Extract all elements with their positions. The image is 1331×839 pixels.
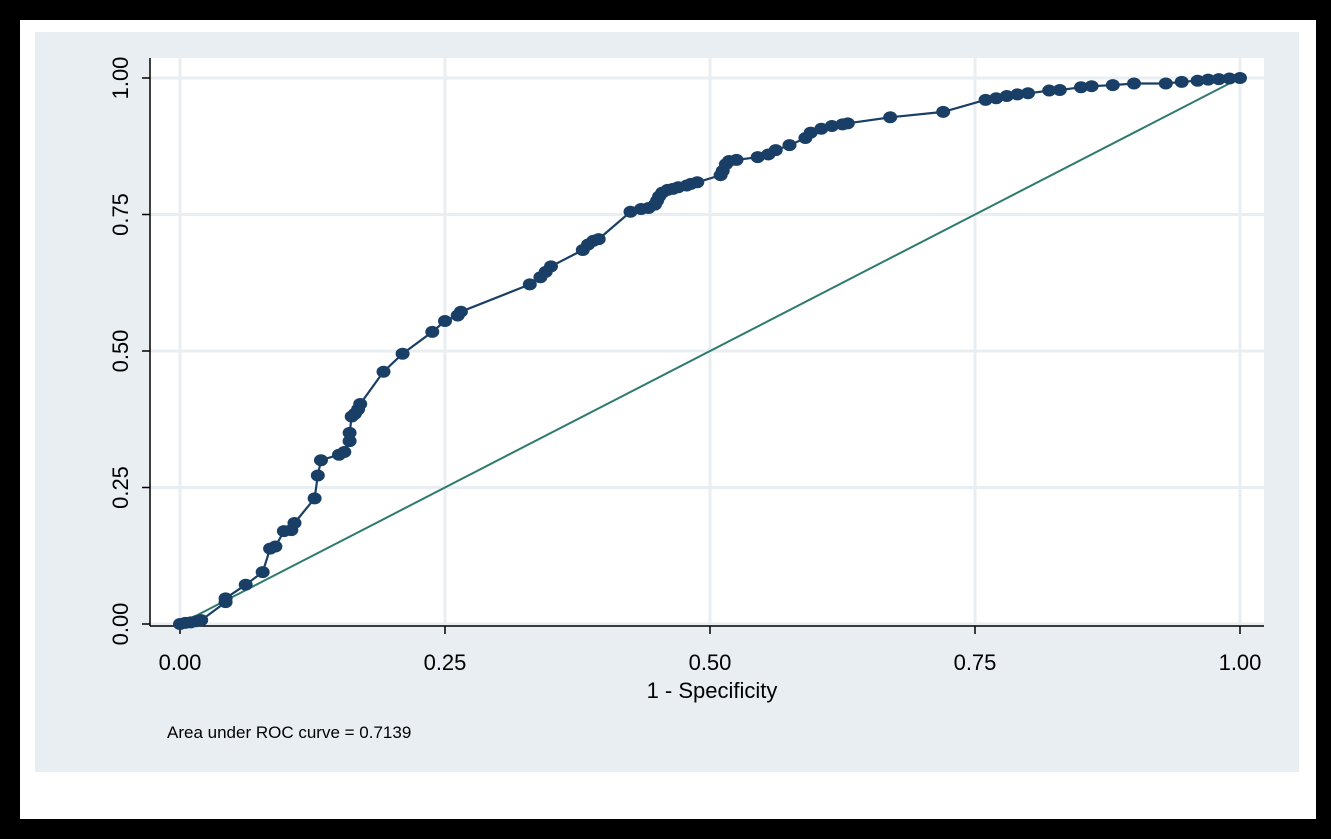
roc-point [1052,84,1067,97]
roc-point [1084,80,1099,93]
roc-point [782,139,797,152]
roc-point [999,90,1014,103]
roc-point [194,614,209,627]
roc-point [814,122,829,135]
roc-point [238,578,253,591]
roc-point [1211,73,1226,86]
roc-point [1127,77,1141,90]
roc-point [1233,72,1247,84]
roc-point [623,205,638,218]
roc-point [1201,73,1216,86]
roc-point [690,176,705,189]
roc-point [287,516,302,529]
roc-point [729,153,744,166]
y-tick-label: 0.00 [108,603,133,646]
auc-annotation: Area under ROC curve = 0.7139 [167,723,411,742]
roc-point [883,111,898,124]
y-tick-label: 1.00 [108,57,133,100]
roc-points-layer [173,72,1247,630]
roc-point [255,566,270,579]
grid [150,58,1264,626]
x-tick-label: 0.00 [159,650,202,675]
roc-point [218,592,233,605]
roc-point [1174,75,1189,88]
roc-chart: 0.00 0.25 0.50 0.75 1.00 0.00 0.25 0.50 0.75 1.00… [35,32,1299,772]
roc-point [522,278,537,291]
roc-point [1158,77,1173,90]
roc-point [337,446,352,459]
roc-point [936,105,951,118]
roc-point [824,120,839,133]
roc-point [376,365,391,378]
roc-point [342,426,357,439]
roc-point [395,347,410,360]
roc-point [544,260,558,273]
x-tick-label: 1.00 [1219,650,1262,675]
roc-point [1222,72,1237,85]
roc-point [425,325,440,338]
roc-point [307,492,322,505]
roc-point [978,93,993,106]
roc-point [1190,74,1205,87]
reference-diagonal-line [179,77,1241,625]
chart-frame: 0.00 0.25 0.50 0.75 1.00 0.00 0.25 0.50 0.75 1.00… [20,20,1316,819]
x-tick-label: 0.50 [689,650,732,675]
roc-point [989,92,1004,105]
y-tick-label: 0.75 [108,193,133,236]
roc-point [438,314,452,327]
roc-point [1010,88,1025,101]
plot-area [150,58,1264,626]
roc-point [750,151,765,164]
roc-point [591,233,606,246]
roc-point [310,469,325,482]
x-axis-title: 1 - Specificity [647,678,778,703]
roc-point [803,126,818,139]
x-tick-label: 0.25 [424,650,467,675]
y-tick-label: 0.50 [108,330,133,373]
reference-line-layer [179,77,1241,625]
x-tick-label: 0.75 [954,650,997,675]
roc-point [1105,79,1120,92]
roc-point [1042,84,1057,97]
y-tick-label: 0.25 [108,466,133,509]
roc-point [1074,81,1088,94]
tick-labels: 0.00 0.25 0.50 0.75 1.00 0.00 0.25 0.50 0.75 1.00 [108,57,1261,675]
roc-point [353,397,368,410]
roc-point [268,540,283,553]
roc-point [313,454,328,467]
roc-point [840,117,855,130]
roc-point [768,144,783,157]
roc-point [453,305,468,318]
roc-point [1021,87,1035,100]
